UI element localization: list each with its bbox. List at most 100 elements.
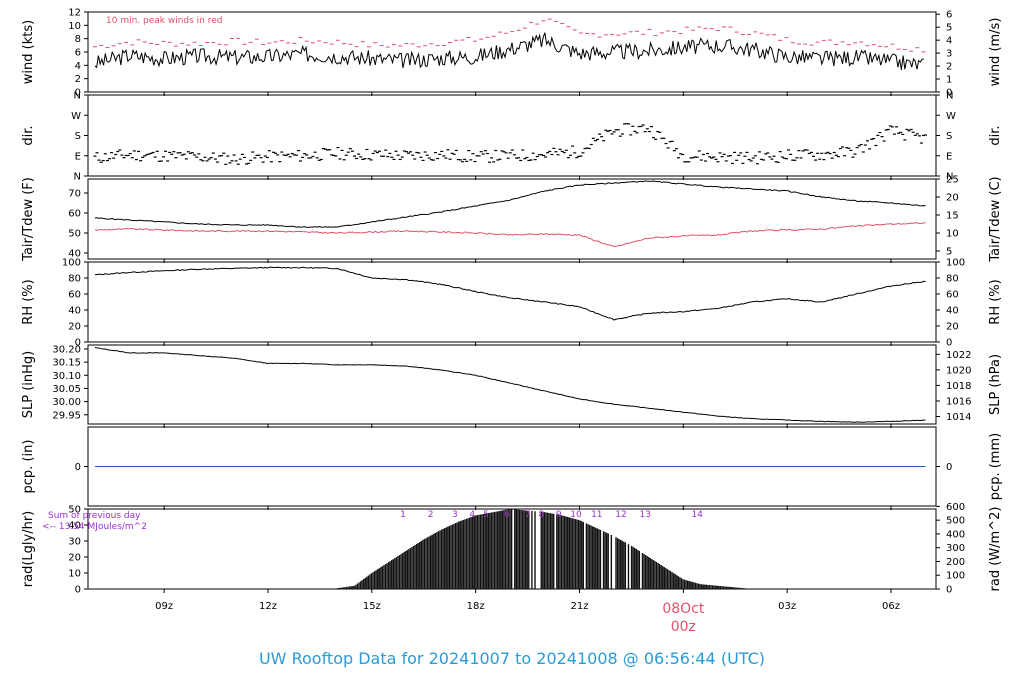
y-tick-label-left-wind: 10 (68, 21, 81, 32)
panel-frame-slp (87, 344, 937, 425)
x-tick-label: 12z (259, 601, 277, 612)
rad-hour-label: 12 (615, 510, 626, 520)
y-tick-label-right-rad: 500 (946, 516, 965, 527)
y-tick-label-right-rad: 400 (946, 529, 965, 540)
series-air-temp (94, 180, 926, 228)
y-tick-label-right-wind: 0 (946, 88, 952, 99)
y-axis-label-right-dir: dir. (988, 125, 1003, 145)
panel-frame-rh (87, 261, 937, 343)
y-axis-label-left-pcp: pcp. (in) (21, 440, 36, 494)
y-tick-label-right-wind: 3 (946, 49, 952, 60)
y-tick-label-right-rad: 0 (946, 585, 952, 596)
y-tick-label-right-pcp: 0 (946, 462, 952, 473)
panel-frame-dir (87, 94, 937, 177)
y-tick-label-right-rh: 80 (946, 274, 959, 285)
y-tick-label-left-pcp: 0 (75, 462, 81, 473)
y-tick-label-right-slp: 1020 (946, 365, 971, 376)
y-tick-label-right-wind: 4 (946, 36, 952, 47)
y-tick-label-left-rh: 0 (75, 338, 81, 349)
y-tick-label-right-wind: 6 (946, 10, 952, 21)
y-tick-label-right-wind: 5 (946, 23, 952, 34)
y-tick-label-right-rh: 0 (946, 338, 952, 349)
y-axis-label-left-rad: rad(Lgly/hr) (21, 511, 36, 587)
rad-hour-label: 3 (452, 510, 458, 520)
y-tick-label-right-rad: 100 (946, 571, 965, 582)
x-tick-label: 15z (363, 601, 381, 612)
x-date-sublabel: 00z (671, 619, 696, 635)
rad-hour-label: 9 (556, 510, 562, 520)
rad-hour-label: 11 (591, 510, 602, 520)
y-axis-label-left-dir: dir. (21, 125, 36, 145)
y-tick-label-left-wind: 4 (75, 61, 81, 72)
y-tick-label-left-rh: 100 (62, 258, 81, 269)
y-tick-label-left-rh: 20 (68, 322, 81, 333)
y-axis-label-right-slp: SLP (hPa) (988, 354, 1003, 415)
rad-hour-label: 6 (504, 510, 510, 520)
y-axis-label-left-rh: RH (%) (21, 279, 36, 324)
y-tick-label-left-slp: 30.20 (52, 344, 81, 355)
y-tick-label-right-temp: 25 (946, 175, 959, 186)
series-rh (94, 266, 926, 321)
y-tick-label-left-rh: 40 (68, 306, 81, 317)
y-tick-label-right-temp: 15 (946, 211, 959, 222)
y-tick-label-left-rad: 40 (68, 521, 81, 532)
y-axis-label-right-pcp: pcp. (mm) (988, 433, 1003, 500)
page-title: UW Rooftop Data for 20241007 to 20241008… (258, 649, 766, 668)
rad-hour-label: 10 (570, 510, 582, 520)
y-tick-label-left-dir: E (75, 151, 81, 162)
y-tick-label-right-dir: S (946, 131, 952, 142)
y-tick-label-right-slp: 1022 (946, 350, 971, 361)
y-tick-label-left-temp: 70 (68, 189, 81, 200)
wind-annotation: 10 min. peak winds in red (106, 16, 223, 26)
y-axis-label-left-slp: SLP (inHg) (21, 351, 36, 419)
y-tick-label-right-slp: 1018 (946, 381, 971, 392)
y-tick-label-left-slp: 30.00 (52, 397, 81, 408)
x-tick-label: 21z (571, 601, 589, 612)
y-tick-label-left-temp: 50 (68, 229, 81, 240)
panel-frame-temp (87, 178, 937, 260)
y-tick-label-left-temp: 40 (68, 249, 81, 260)
y-tick-label-left-slp: 29.95 (52, 410, 81, 421)
y-tick-label-right-rh: 100 (946, 258, 965, 269)
y-tick-label-right-rh: 20 (946, 322, 959, 333)
y-tick-label-left-wind: 2 (75, 74, 81, 85)
y-tick-label-left-dir: S (75, 131, 81, 142)
x-date-label: 08Oct (662, 601, 705, 617)
y-tick-label-left-dir: W (71, 111, 81, 122)
y-tick-label-left-slp: 30.15 (52, 358, 81, 369)
y-tick-label-left-rad: 20 (68, 553, 81, 564)
y-tick-label-right-wind: 2 (946, 62, 952, 73)
y-tick-label-right-dir: E (946, 151, 952, 162)
y-tick-label-left-wind: 0 (75, 88, 81, 99)
rad-hour-label: 1 (400, 510, 406, 520)
x-tick-label: 06z (882, 601, 900, 612)
y-tick-label-left-wind: 12 (68, 8, 81, 19)
y-tick-label-left-wind: 6 (75, 48, 81, 59)
rad-hour-label: 5 (483, 510, 489, 520)
y-axis-label-right-wind: wind (m/s) (988, 18, 1003, 87)
y-tick-label-left-temp: 60 (68, 209, 81, 220)
y-tick-label-left-rad: 10 (68, 569, 81, 580)
y-tick-label-right-temp: 10 (946, 229, 959, 240)
rad-hour-label: 14 (691, 510, 703, 520)
x-tick-label: 03z (778, 601, 796, 612)
y-tick-label-right-rh: 60 (946, 290, 959, 301)
y-tick-label-right-rad: 600 (946, 502, 965, 513)
series-dew-point (94, 222, 926, 248)
y-tick-label-left-slp: 30.10 (52, 371, 81, 382)
y-tick-label-right-wind: 1 (946, 75, 952, 86)
y-tick-label-left-rad: 0 (75, 585, 81, 596)
rad-hour-label: 8 (539, 510, 545, 520)
y-tick-label-right-rh: 40 (946, 306, 959, 317)
y-tick-label-right-slp: 1016 (946, 396, 971, 407)
series-wind-speed (94, 32, 925, 71)
y-axis-label-right-rad: rad (W/m^2) (988, 507, 1003, 592)
y-tick-label-left-wind: 8 (75, 34, 81, 45)
rad-hour-label: 13 (640, 510, 651, 520)
y-axis-label-right-rh: RH (%) (988, 279, 1003, 324)
y-tick-label-left-dir: N (74, 91, 81, 102)
rad-sum-value: <-- 13.54 MJoules/m^2 (42, 522, 147, 532)
y-axis-label-right-temp: Tair/Tdew (C) (988, 176, 1003, 262)
y-tick-label-right-dir: N (946, 172, 953, 183)
